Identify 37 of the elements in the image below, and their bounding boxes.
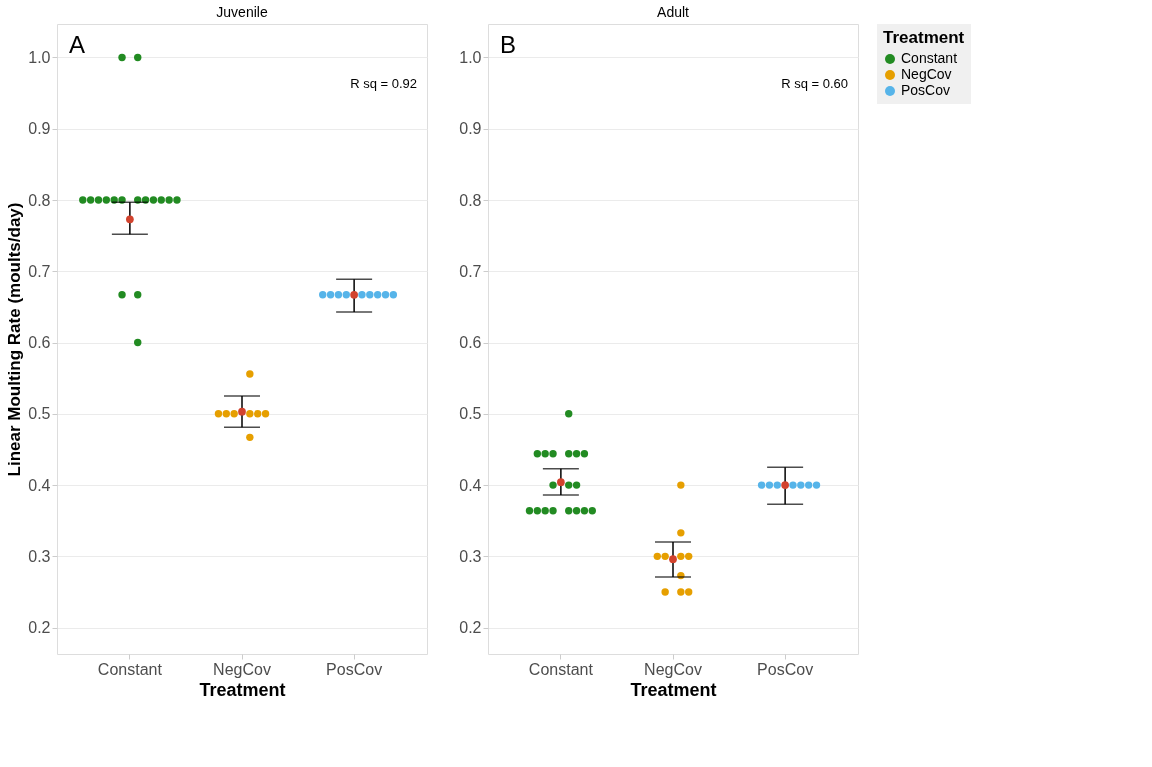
x-tick-label: Constant [97, 660, 163, 678]
y-tick-label: 0.3 [459, 547, 482, 565]
legend-label: Constant [901, 50, 958, 66]
legend-title: Treatment [630, 679, 717, 700]
y-axis-title: Linear Moulting Rate (moults/day) [5, 202, 25, 477]
x-tick-label: PosCov [326, 660, 383, 678]
y-tick-label: 0.3 [28, 547, 51, 565]
annotation: R sq = 0.92 [350, 76, 417, 91]
legend-label: PosCov [901, 82, 951, 98]
x-tick-label: Constant [528, 660, 594, 678]
y-tick-label: 0.7 [459, 262, 482, 280]
x-tick-label: NegCov [644, 660, 702, 678]
y-tick-label: 0.2 [28, 619, 51, 637]
y-tick-label: 0.2 [459, 619, 482, 637]
annotation: A [69, 31, 86, 58]
y-tick-label: 0.8 [459, 191, 482, 209]
y-tick-label: 0.8 [28, 191, 51, 209]
y-tick-label: 0.5 [459, 405, 482, 423]
chart-title: Juvenile [216, 4, 268, 20]
y-tick-label: 0.7 [28, 262, 51, 280]
annotation: R sq = 0.60 [781, 76, 848, 91]
y-tick-label: 1.0 [459, 49, 482, 66]
y-tick-label: 0.5 [28, 405, 51, 423]
x-axis-title: Treatment [199, 679, 286, 700]
x-axis-title: Treatment [883, 28, 965, 47]
legend-label: NegCov [901, 66, 952, 82]
y-tick-label: 0.9 [28, 120, 51, 138]
y-tick-label: 0.4 [459, 476, 482, 494]
chart-title: Adult [657, 4, 690, 20]
y-tick-label: 0.9 [459, 120, 482, 138]
y-tick-label: 0.6 [28, 334, 51, 352]
y-tick-label: 0.6 [459, 334, 482, 352]
y-tick-label: 0.4 [28, 476, 51, 494]
y-tick-label: 1.0 [28, 49, 51, 66]
annotation: B [500, 31, 517, 58]
x-tick-label: PosCov [757, 660, 814, 678]
x-tick-label: NegCov [213, 660, 271, 678]
